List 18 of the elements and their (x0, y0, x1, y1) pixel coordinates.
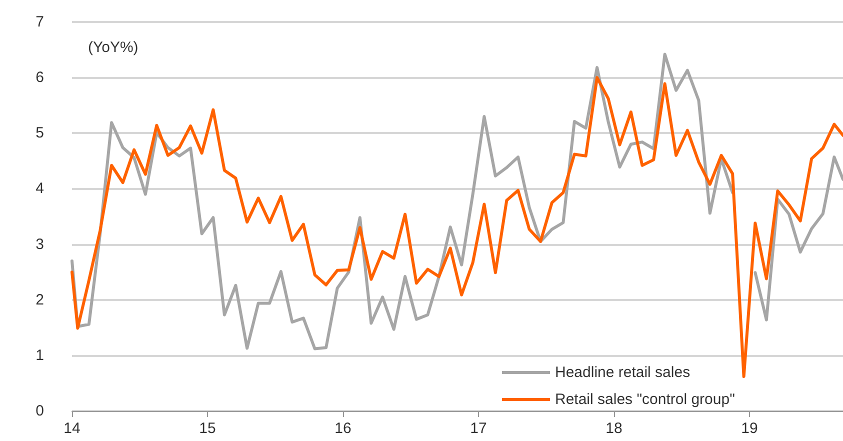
legend-label: Retail sales "control group" (555, 391, 735, 408)
x-tick-label: 17 (470, 420, 487, 437)
y-tick-label: 3 (36, 236, 44, 253)
line-series (70, 76, 843, 378)
y-tick-label: 1 (36, 346, 44, 364)
y-tick-label: 5 (36, 124, 44, 142)
x-tick-label: 19 (741, 420, 758, 437)
y-tick-label: 4 (36, 180, 44, 198)
annotation: (YoY%) (88, 39, 138, 56)
legend-label: Headline retail sales (555, 364, 690, 381)
y-tick-label: 2 (36, 291, 44, 308)
y-tick-label: 7 (36, 14, 44, 30)
x-tick-label: 18 (606, 420, 622, 437)
x-tick-label: 14 (64, 420, 80, 437)
y-tick-label: 0 (36, 402, 44, 420)
y-tick-label: 6 (36, 69, 44, 86)
x-tick-label: 15 (199, 420, 216, 437)
x-tick-label: 16 (334, 420, 352, 437)
